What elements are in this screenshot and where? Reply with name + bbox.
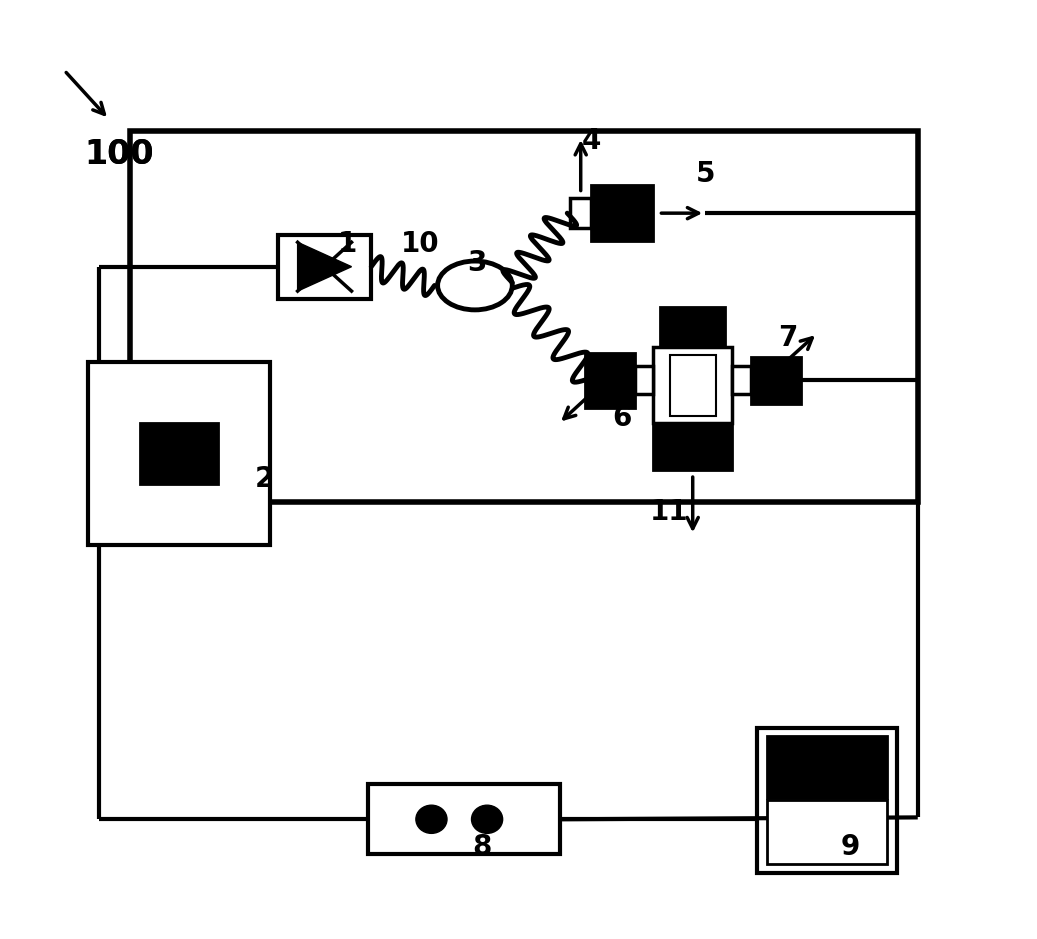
Bar (570, 198, 591, 228)
Bar (635, 366, 653, 394)
Bar (757, 728, 897, 873)
Polygon shape (298, 242, 352, 291)
Text: 100: 100 (84, 138, 155, 172)
Bar (278, 235, 371, 299)
Bar (130, 131, 918, 502)
Bar (767, 736, 887, 797)
Bar (751, 357, 801, 404)
Text: 5: 5 (696, 160, 714, 188)
Bar (368, 784, 560, 854)
Text: 6: 6 (613, 404, 632, 432)
Circle shape (416, 805, 447, 834)
Text: 10: 10 (400, 230, 440, 258)
Bar (732, 366, 751, 394)
Ellipse shape (438, 261, 512, 310)
Text: 9: 9 (841, 833, 860, 861)
Bar (660, 307, 725, 352)
Text: 7: 7 (779, 324, 797, 352)
Text: 11: 11 (649, 498, 689, 526)
Text: 100: 100 (84, 138, 155, 172)
Text: 2: 2 (255, 465, 274, 493)
Bar (767, 800, 887, 864)
Text: 4: 4 (582, 127, 600, 155)
Bar (653, 421, 732, 470)
Bar (670, 355, 716, 416)
Bar (585, 353, 635, 408)
Bar (591, 185, 653, 241)
Bar (140, 423, 218, 484)
Circle shape (472, 805, 503, 834)
Text: 8: 8 (473, 833, 492, 861)
Text: 1: 1 (338, 230, 357, 258)
Bar (653, 347, 732, 423)
Text: 3: 3 (468, 249, 486, 277)
Bar (88, 362, 270, 545)
